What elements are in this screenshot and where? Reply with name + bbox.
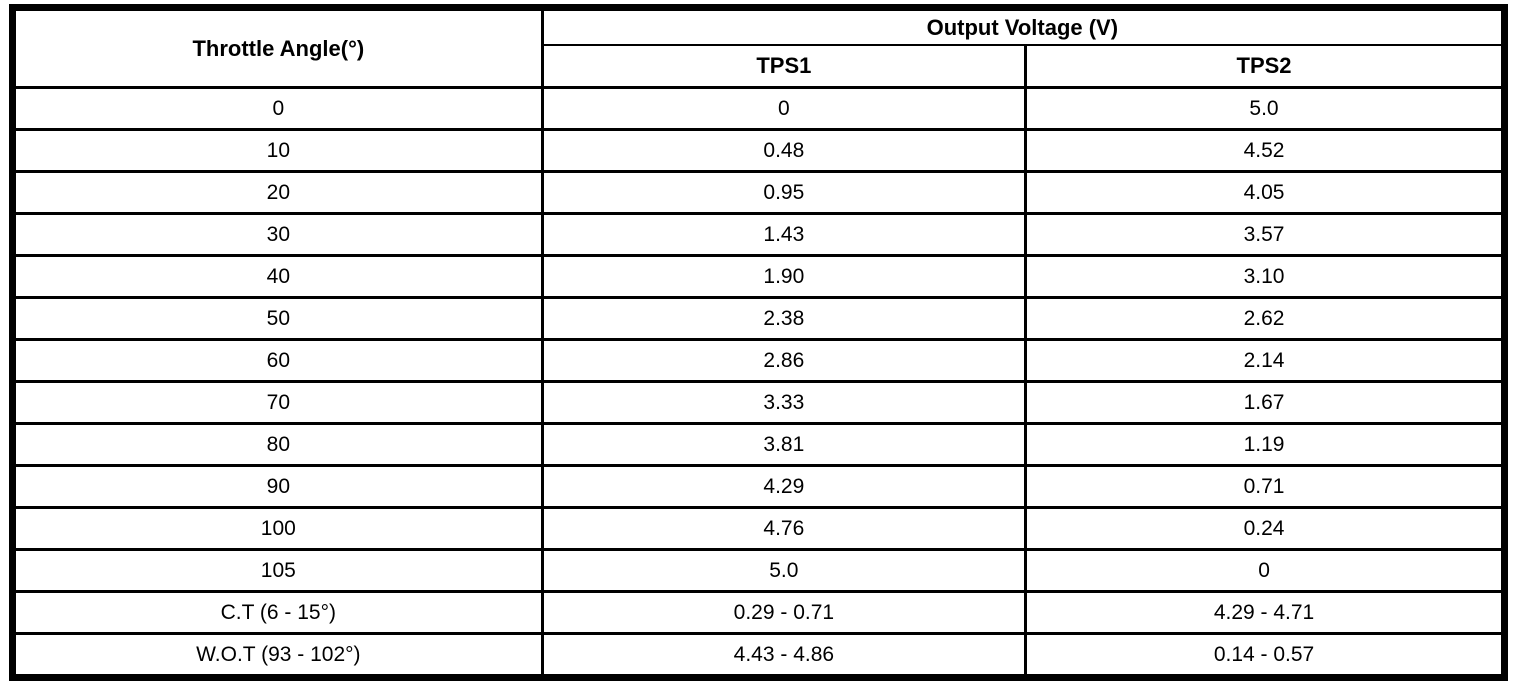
angle-cell: 10 [11,128,544,173]
tps1-cell: 4.76 [540,506,1028,551]
tps1-cell: 3.33 [540,380,1028,425]
table-row: 100 4.76 0.24 [11,506,1506,551]
tps2-cell: 0 [1024,548,1506,593]
tps1-cell: 5.0 [540,548,1028,593]
header-row-group: Throttle Angle(°) Output Voltage (V) [11,6,1507,89]
header-row-sub: TPS1 TPS2 [13,44,1506,89]
tps2-cell: 2.62 [1024,296,1506,341]
tps2-cell: 1.67 [1024,380,1506,425]
table-row: W.O.T (93 - 102°) 4.43 - 4.86 0.14 - 0.57 [11,632,1506,679]
tps1-cell: 0.48 [540,128,1028,173]
table-row: 105 5.0 0 [11,548,1506,593]
tps1-cell: 1.43 [540,212,1028,257]
tps1-cell: 1.90 [540,254,1028,299]
table-row: 30 1.43 3.57 [11,212,1506,257]
tps2-cell: 1.19 [1024,422,1506,467]
tps2-cell: 3.57 [1024,212,1506,257]
table-row: 0 0 5.0 [11,86,1506,131]
table-row: 40 1.90 3.10 [11,254,1506,299]
tps2-cell: 4.05 [1024,170,1506,215]
angle-cell: 70 [11,380,544,425]
tps1-cell: 0.95 [540,170,1028,215]
table-row: 80 3.81 1.19 [11,422,1506,467]
throttle-angle-header: Throttle Angle(°) [11,6,544,89]
tps1-cell: 0.29 - 0.71 [540,590,1028,635]
tps2-cell: 0.71 [1024,464,1506,509]
tps1-cell: 4.29 [540,464,1028,509]
angle-cell: 60 [11,338,544,383]
tps2-cell: 4.52 [1024,128,1506,173]
angle-cell: 50 [11,296,544,341]
tps-output-voltage-table: Throttle Angle(°) Output Voltage (V) TPS… [9,4,1508,681]
tps1-cell: 4.43 - 4.86 [540,632,1028,679]
tps2-cell: 2.14 [1024,338,1506,383]
tps1-cell: 2.86 [540,338,1028,383]
table-row: 50 2.38 2.62 [11,296,1506,341]
tps1-cell: 0 [540,86,1028,131]
angle-cell: 40 [11,254,544,299]
angle-cell: C.T (6 - 15°) [11,590,544,635]
output-voltage-header: Output Voltage (V) [540,6,1507,46]
table-row: 20 0.95 4.05 [11,170,1506,215]
angle-cell: W.O.T (93 - 102°) [11,632,544,679]
tps1-cell: 3.81 [540,422,1028,467]
tps2-cell: 0.14 - 0.57 [1024,632,1506,679]
angle-cell: 30 [11,212,544,257]
table-row: 90 4.29 0.71 [11,464,1506,509]
table-row: 10 0.48 4.52 [11,128,1506,173]
tps2-header: TPS2 [1024,44,1506,89]
table-row: C.T (6 - 15°) 0.29 - 0.71 4.29 - 4.71 [11,590,1506,635]
angle-cell: 90 [11,464,544,509]
tps2-cell: 0.24 [1024,506,1506,551]
tps2-cell: 4.29 - 4.71 [1024,590,1506,635]
angle-cell: 105 [11,548,544,593]
tps2-cell: 3.10 [1024,254,1506,299]
tps1-header: TPS1 [540,44,1028,89]
tps1-cell: 2.38 [540,296,1028,341]
angle-cell: 80 [11,422,544,467]
table-row: 70 3.33 1.67 [11,380,1506,425]
table-header: Throttle Angle(°) Output Voltage (V) TPS… [11,6,1507,89]
angle-cell: 20 [11,170,544,215]
tps2-cell: 5.0 [1024,86,1506,131]
table-row: 60 2.86 2.14 [11,338,1506,383]
angle-cell: 0 [11,86,544,131]
table-body: 0 0 5.0 10 0.48 4.52 20 0.95 4.05 30 1.43 3.57 40 1.9… [11,86,1506,679]
angle-cell: 100 [11,506,544,551]
